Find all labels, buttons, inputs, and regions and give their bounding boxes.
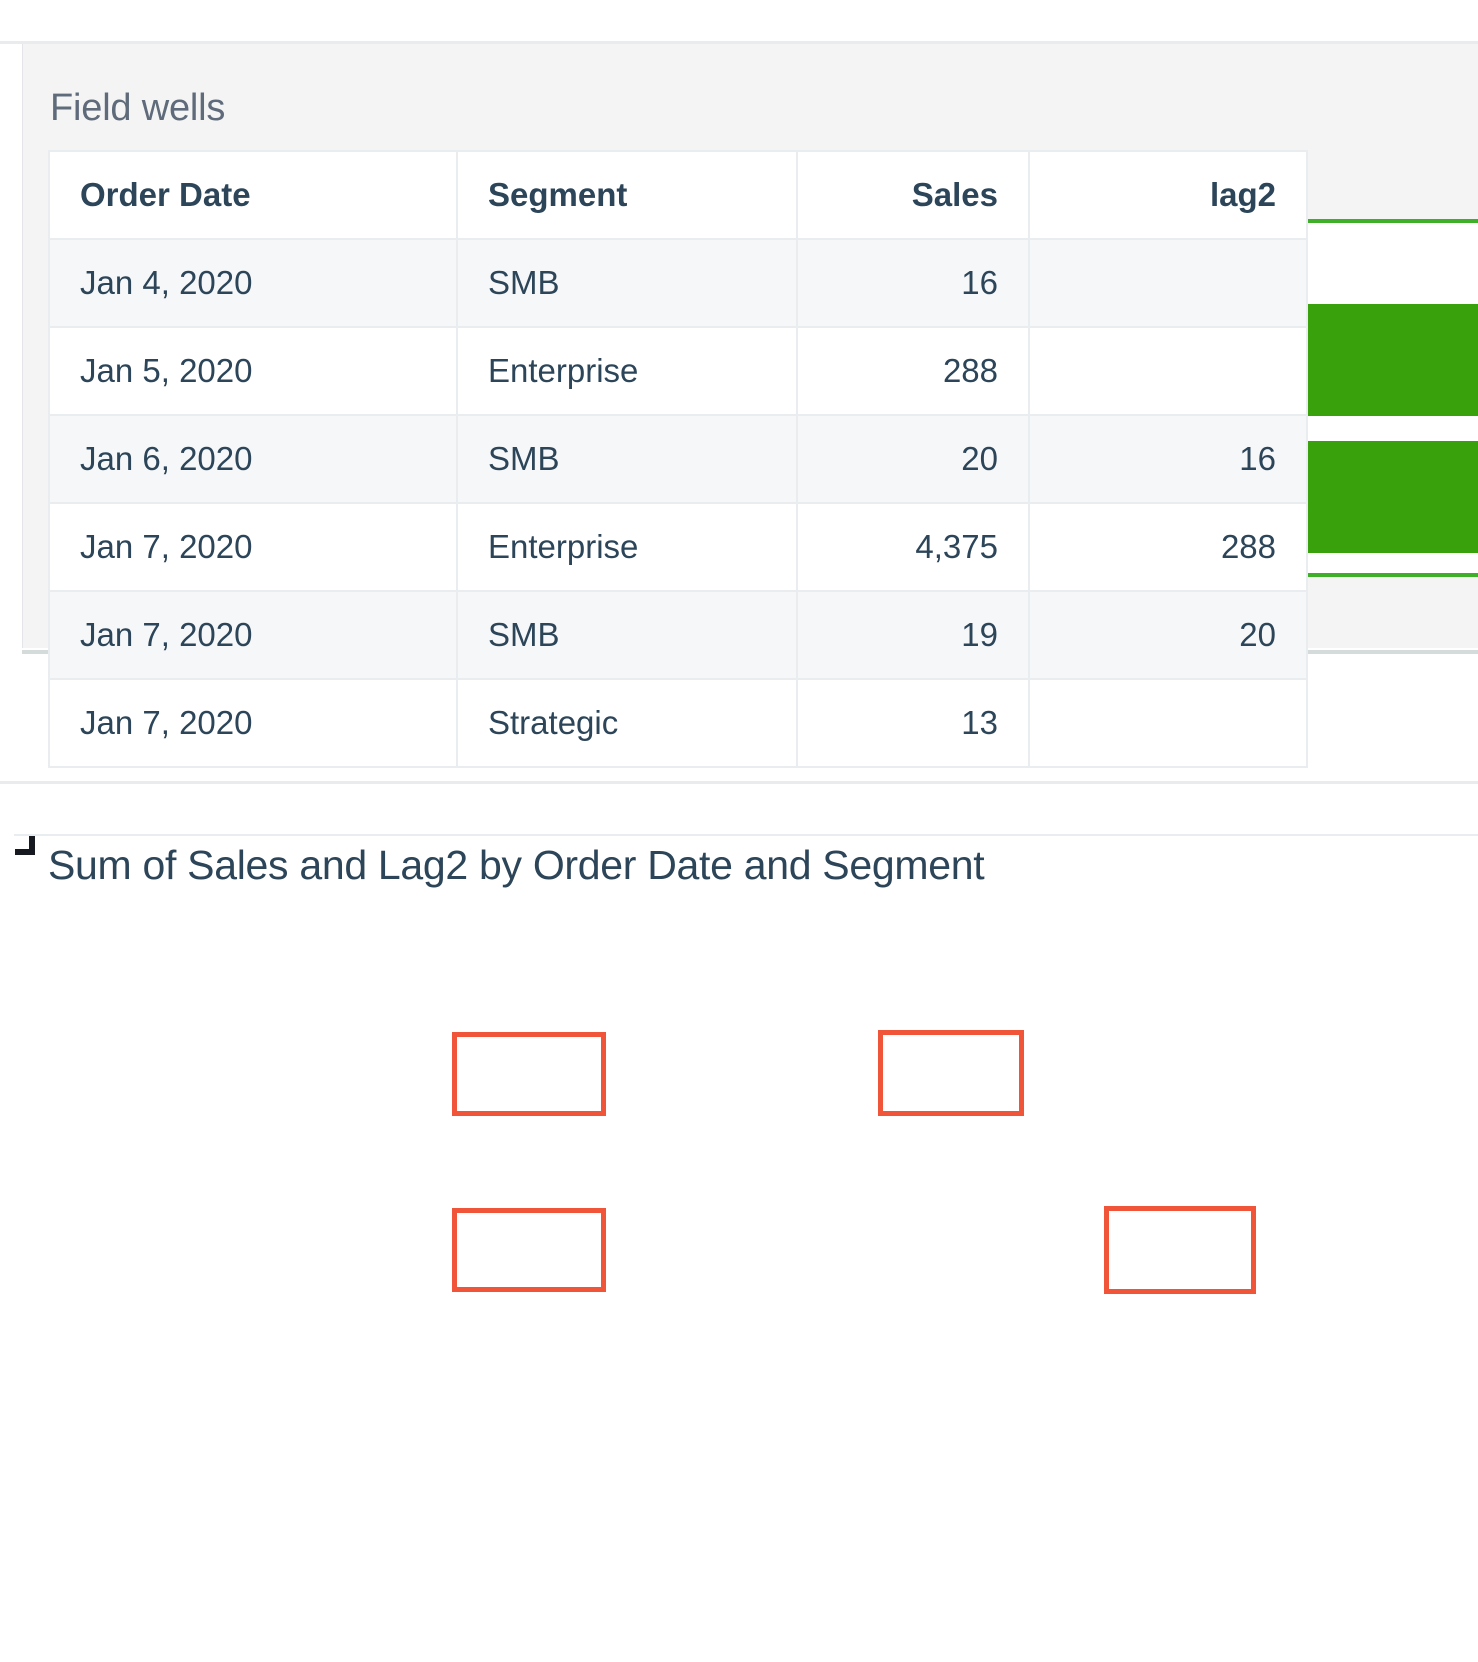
table-row[interactable]: Jan 5, 2020 Enterprise 288	[48, 326, 1308, 416]
cell-sales: 13	[796, 678, 1030, 768]
cell-lag2	[1028, 326, 1308, 416]
cell-sales: 288	[796, 326, 1030, 416]
cell-sales: 16	[796, 238, 1030, 328]
cell-sales: 4,375	[796, 502, 1030, 592]
table-row[interactable]: Jan 7, 2020 Enterprise 4,375 288	[48, 502, 1308, 592]
cell-sales: 20	[796, 414, 1030, 504]
table-row[interactable]: Jan 7, 2020 Strategic 13	[48, 678, 1308, 768]
cell-order-date: Jan 6, 2020	[48, 414, 458, 504]
table-row[interactable]: Jan 6, 2020 SMB 20 16	[48, 414, 1308, 504]
top-divider	[0, 41, 1478, 44]
cell-lag2: 20	[1028, 590, 1308, 680]
field-wells-left-border	[22, 44, 23, 648]
cell-order-date: Jan 7, 2020	[48, 590, 458, 680]
cell-lag2	[1028, 678, 1308, 768]
cell-segment: SMB	[456, 238, 798, 328]
cell-segment: Enterprise	[456, 326, 798, 416]
cell-sales: 19	[796, 590, 1030, 680]
table-row[interactable]: Jan 7, 2020 SMB 19 20	[48, 590, 1308, 680]
selection-corner-handle-icon[interactable]	[15, 836, 35, 855]
cell-order-date: Jan 4, 2020	[48, 238, 458, 328]
pivot-table[interactable]: Order Date Segment Sales lag2 Jan 4, 202…	[48, 150, 1308, 768]
cell-lag2: 16	[1028, 414, 1308, 504]
column-header-lag2[interactable]: lag2	[1028, 150, 1308, 240]
cell-order-date: Jan 7, 2020	[48, 678, 458, 768]
table-row[interactable]: Jan 4, 2020 SMB 16	[48, 238, 1308, 328]
cell-order-date: Jan 5, 2020	[48, 326, 458, 416]
column-header-sales[interactable]: Sales	[796, 150, 1030, 240]
column-header-order-date[interactable]: Order Date	[48, 150, 458, 240]
cell-segment: Strategic	[456, 678, 798, 768]
cell-lag2	[1028, 238, 1308, 328]
visual-top-divider	[14, 834, 1478, 836]
cell-lag2: 288	[1028, 502, 1308, 592]
top-white-strip	[0, 0, 1478, 41]
cell-segment: SMB	[456, 590, 798, 680]
cell-segment: Enterprise	[456, 502, 798, 592]
tab-bar-bottom-divider	[0, 781, 1478, 784]
cell-order-date: Jan 7, 2020	[48, 502, 458, 592]
table-header-row: Order Date Segment Sales lag2	[48, 150, 1308, 240]
field-wells-title: Field wells	[50, 87, 226, 129]
visual-area: Sum of Sales and Lag2 by Order Date and …	[0, 784, 1478, 1662]
cell-segment: SMB	[456, 414, 798, 504]
column-header-segment[interactable]: Segment	[456, 150, 798, 240]
visual-title: Sum of Sales and Lag2 by Order Date and …	[48, 842, 985, 888]
